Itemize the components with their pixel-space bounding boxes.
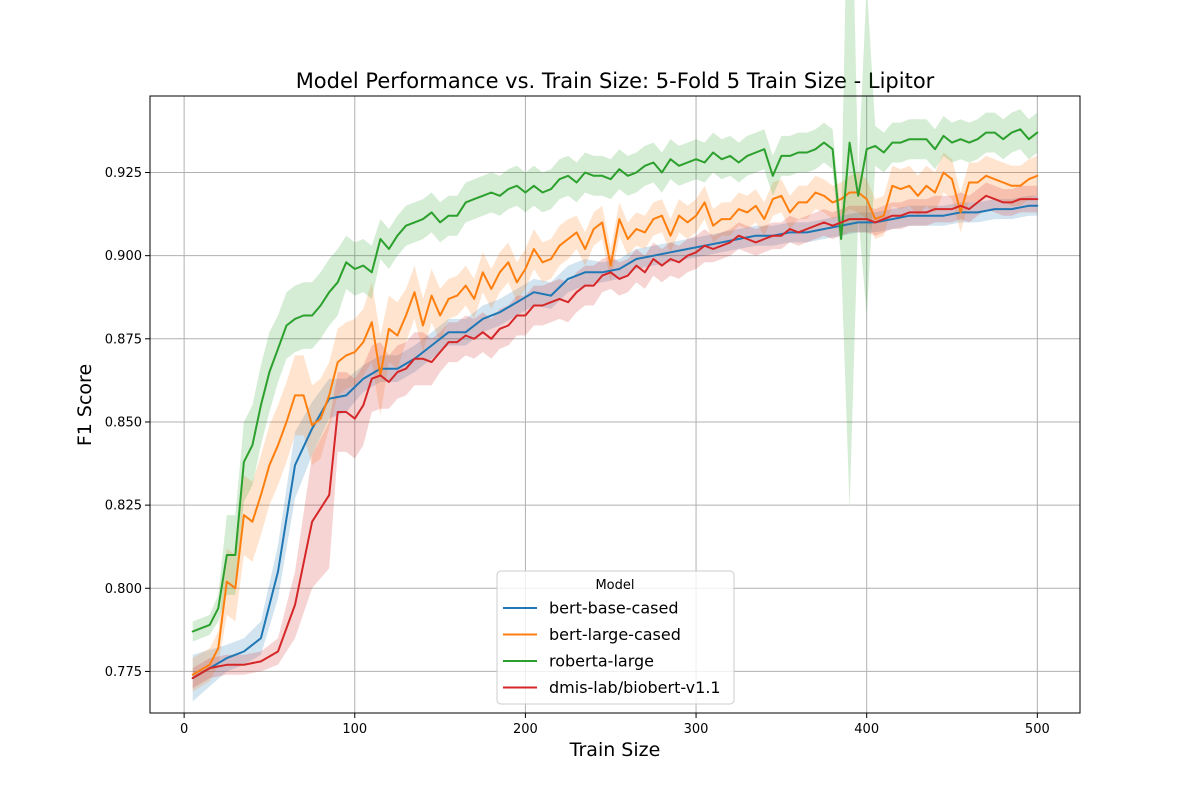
series-line-2 xyxy=(191,128,1039,633)
y-tick-label-4: 0.875 xyxy=(105,332,142,347)
y-axis-ticks: 0.775 0.800 0.825 0.850 0.875 0.900 0.925 xyxy=(105,166,150,680)
legend-items: bert-base-cased bert-large-cased roberta-l… xyxy=(503,599,721,697)
y-tick-label-0: 0.775 xyxy=(105,665,142,680)
legend-label-1: bert-large-cased xyxy=(549,625,681,644)
legend-label-0: bert-base-cased xyxy=(549,599,678,618)
y-tick-label-5: 0.900 xyxy=(105,249,142,264)
x-tick-label-3: 300 xyxy=(684,722,709,737)
band-3 xyxy=(192,182,1038,689)
x-axis-label: Train Size xyxy=(569,739,661,761)
series-line-0 xyxy=(191,204,1039,680)
legend-label-2: roberta-large xyxy=(549,652,654,671)
x-tick-label-5: 500 xyxy=(1025,722,1050,737)
x-tick-label-0: 0 xyxy=(180,722,188,737)
y-tick-label-3: 0.850 xyxy=(105,415,142,430)
legend-label-3: dmis-lab/biobert-v1.1 xyxy=(549,678,721,697)
x-tick-label-4: 400 xyxy=(854,722,879,737)
chart-title: Model Performance vs. Train Size: 5-Fold… xyxy=(296,69,935,93)
x-tick-label-2: 200 xyxy=(513,722,538,737)
confidence-bands xyxy=(192,0,1038,702)
series-lines xyxy=(191,128,1039,680)
series-line-3 xyxy=(191,194,1039,680)
y-tick-label-1: 0.800 xyxy=(105,582,142,597)
legend-frame xyxy=(496,570,735,705)
legend-title: Model xyxy=(595,578,634,593)
grid-lines xyxy=(150,96,1080,713)
x-axis-ticks: 0 100 200 300 400 500 xyxy=(180,713,1050,737)
y-axis-label: F1 Score xyxy=(74,364,96,446)
y-tick-label-6: 0.925 xyxy=(105,166,142,181)
plot-area-frame xyxy=(149,95,1081,714)
y-tick-label-2: 0.825 xyxy=(105,499,142,514)
series-line-1 xyxy=(191,171,1039,676)
band-2 xyxy=(192,0,1038,642)
legend: Model bert-base-cased bert-large-cased rob… xyxy=(496,570,735,705)
x-tick-label-1: 100 xyxy=(342,722,367,737)
